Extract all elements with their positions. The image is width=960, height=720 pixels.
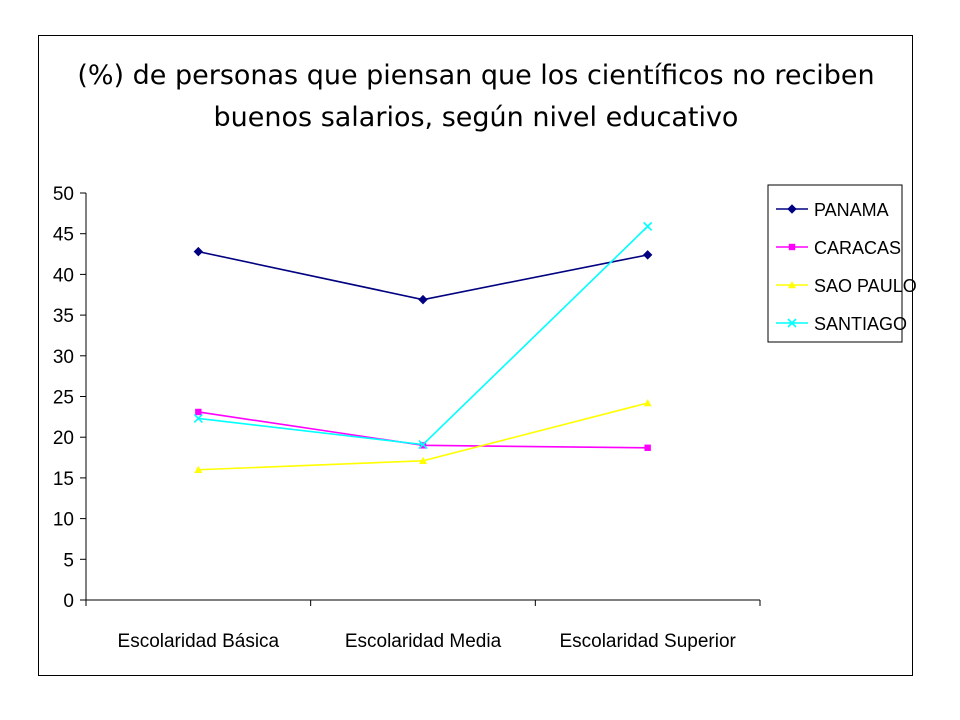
- data-point-marker: [787, 318, 797, 328]
- series-panama: [193, 246, 653, 305]
- data-point-marker: [787, 204, 797, 214]
- data-point-marker: [644, 444, 651, 451]
- data-point-marker: [418, 294, 428, 305]
- legend-item: SANTIAGO: [776, 314, 907, 334]
- y-tick-label: 10: [53, 510, 74, 531]
- legend: PANAMA CARACAS SAO PAULO SANTIAGO: [767, 184, 917, 343]
- marker-stroke: [418, 439, 428, 450]
- x-tick-label: Escolaridad Superior: [559, 631, 736, 652]
- y-tick-label: 15: [53, 469, 74, 490]
- y-tick-label: 30: [53, 347, 74, 368]
- x-tick-label: Escolaridad Básica: [118, 631, 280, 652]
- series-line: [198, 225, 649, 446]
- legend-label: SAO PAULO: [814, 276, 917, 296]
- data-point-marker: [194, 465, 203, 473]
- marker-stroke: [787, 318, 797, 328]
- marker-stroke: [643, 221, 653, 231]
- series-group: [193, 221, 653, 473]
- legend-label: SANTIAGO: [814, 314, 907, 334]
- legend-item: SAO PAULO: [776, 276, 917, 296]
- legend-item: PANAMA: [776, 200, 889, 220]
- y-tick-label: 5: [63, 550, 74, 571]
- y-tick-label: 0: [63, 591, 74, 612]
- chart-title-line-1: (%) de personas que piensan que los cien…: [77, 60, 874, 91]
- series-santiago: [193, 221, 653, 450]
- data-point-marker: [643, 221, 653, 231]
- data-point-marker: [193, 413, 203, 424]
- y-tick-label: 20: [53, 428, 74, 449]
- legend-label: CARACAS: [814, 238, 901, 258]
- x-tick-label: Escolaridad Media: [345, 631, 502, 652]
- chart-frame: [38, 35, 913, 676]
- y-tick-label: 40: [53, 265, 74, 286]
- data-point-marker: [642, 250, 653, 260]
- data-point-marker: [193, 246, 204, 257]
- y-tick-label: 35: [53, 306, 74, 327]
- chart-title-line-2: buenos salarios, según nivel educativo: [214, 102, 739, 133]
- legend-label: PANAMA: [814, 200, 889, 220]
- y-tick-label: 25: [53, 388, 74, 409]
- marker-stroke: [193, 413, 203, 424]
- data-point-marker: [419, 456, 427, 465]
- data-point-marker: [788, 243, 796, 251]
- data-point-marker: [788, 281, 796, 289]
- legend-item: CARACAS: [776, 238, 901, 258]
- data-point-marker: [418, 439, 428, 450]
- axes: 0 5 10 15 20 25 30 35 40 45 50 Escolaridad Básica Es…: [53, 184, 761, 652]
- y-tick-label: 50: [53, 184, 74, 205]
- y-tick-label: 45: [53, 225, 74, 246]
- data-point-marker: [195, 408, 202, 416]
- series-sao-paulo: [194, 399, 652, 473]
- data-point-marker: [643, 399, 652, 407]
